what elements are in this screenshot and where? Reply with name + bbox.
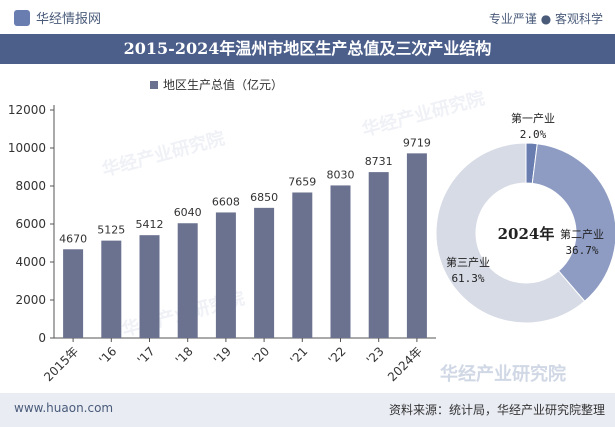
bar	[177, 223, 198, 338]
chart-title: 2015-2024年温州市地区生产总值及三次产业结构	[123, 39, 492, 58]
footer	[0, 393, 615, 427]
pie-slice-value: 2.0%	[520, 128, 547, 141]
x-tick-label: '16	[96, 344, 119, 367]
x-tick-label: 2015年	[41, 344, 81, 384]
brand: 华经情报网	[14, 8, 101, 27]
bar	[254, 207, 275, 338]
pie-slice	[435, 142, 586, 324]
pie-slice-name: 第二产业	[560, 227, 604, 241]
data-label: 8030	[327, 168, 355, 181]
x-tick-label: '17	[135, 344, 158, 367]
x-tick-label: '20	[249, 344, 272, 367]
chart-canvas: 0 2000 4000 6000 8000 10000 12000 4670 2015年 5125…	[8, 103, 615, 384]
bar	[63, 249, 84, 338]
data-label: 5412	[136, 218, 164, 231]
x-tick-label: '23	[364, 344, 387, 367]
bar	[215, 212, 236, 338]
pie-slice-name: 第一产业	[511, 111, 555, 125]
pie-slice	[531, 143, 615, 302]
bar	[101, 240, 122, 338]
data-label: 6040	[174, 206, 202, 219]
x-tick-label: '18	[173, 344, 196, 367]
footer-url[interactable]: www.huaon.com	[14, 401, 114, 415]
y-tick-label: 0	[38, 331, 46, 345]
bar	[368, 172, 389, 338]
brand-name: 华经情报网	[36, 12, 102, 27]
bar	[330, 185, 351, 338]
data-label: 6608	[212, 195, 240, 208]
bar	[139, 235, 160, 338]
x-tick-label: '19	[211, 344, 234, 367]
pie-slice-value: 36.7%	[565, 244, 598, 257]
bar	[406, 153, 427, 338]
x-tick-label: '21	[287, 344, 310, 367]
data-label: 4670	[59, 232, 87, 245]
data-label: 6850	[250, 191, 278, 204]
y-tick-label: 8000	[15, 179, 46, 193]
brand-logo-icon	[14, 9, 30, 26]
top-bar: 华经情报网 专业严谨 ● 客观科学	[0, 0, 615, 34]
data-label: 7659	[288, 175, 316, 188]
x-tick-label: '22	[326, 344, 349, 367]
y-tick-label: 4000	[15, 255, 46, 269]
bar	[292, 192, 313, 338]
x-tick-label: 2024年	[385, 344, 425, 384]
pie-slice-name: 第三产业	[446, 255, 490, 269]
y-tick-label: 10000	[8, 141, 46, 155]
y-tick-label: 6000	[15, 217, 46, 231]
y-tick-label: 2000	[15, 293, 46, 307]
footer-source: 资料来源：统计局，华经产业研究院整理	[388, 403, 605, 417]
pie-slice-value: 61.3%	[451, 272, 484, 285]
tagline: 专业严谨 ● 客观科学	[488, 12, 603, 26]
data-label: 8731	[365, 155, 393, 168]
y-tick-label: 12000	[8, 103, 46, 117]
legend-label: 地区生产总值（亿元）	[163, 78, 284, 92]
data-label: 5125	[97, 224, 125, 237]
pie-center-label: 2024年	[498, 225, 555, 243]
legend-swatch	[150, 80, 158, 89]
data-label: 9719	[403, 136, 431, 149]
legend: 地区生产总值（亿元）	[150, 76, 283, 93]
title-bar	[0, 34, 615, 64]
